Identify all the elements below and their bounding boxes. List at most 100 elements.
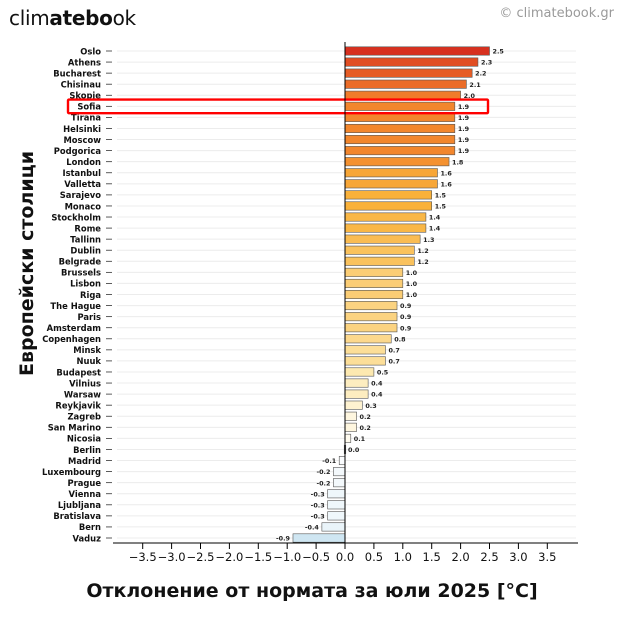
bar-skopje xyxy=(344,90,461,100)
category-label: Nuuk xyxy=(76,356,101,366)
x-tick-label: −1.5 xyxy=(244,550,272,564)
category-label: Moscow xyxy=(63,135,101,145)
bar-podgorica xyxy=(344,146,456,156)
value-label: 1.3 xyxy=(423,236,434,244)
category-label: Bucharest xyxy=(53,68,101,78)
category-label: Luxembourg xyxy=(42,467,101,477)
x-tick-label: 1.0 xyxy=(394,550,412,564)
y-axis-title-wrap: Европейски столици xyxy=(16,151,38,376)
highlight-box xyxy=(66,98,490,115)
labels-layer: Oslo 2.5 Athens 2.3 Bucharest 2.2 Chisinau 2.1 S… xyxy=(42,46,504,543)
x-tick-label: −3.0 xyxy=(158,550,186,564)
bar-belgrade xyxy=(344,256,415,266)
bar-valletta xyxy=(344,179,438,189)
y-axis-title: Европейски столици xyxy=(16,150,38,376)
bar-chisinau xyxy=(344,79,467,89)
category-label: Warsaw xyxy=(64,389,101,399)
bar-paris xyxy=(344,312,398,322)
category-label: Bern xyxy=(79,522,101,532)
value-label: 0.3 xyxy=(365,402,376,410)
bar-moscow xyxy=(344,135,456,145)
value-label: -0.9 xyxy=(276,535,291,543)
bar-amsterdam xyxy=(344,323,398,333)
bar-nicosia xyxy=(344,433,352,443)
bar-brussels xyxy=(344,267,404,277)
bar-tallinn xyxy=(344,234,421,244)
bar-vilnius xyxy=(344,378,369,388)
bar-bratislava xyxy=(327,511,346,521)
value-label: 1.9 xyxy=(458,147,470,155)
bar-stockholm xyxy=(344,212,427,222)
value-label: 0.2 xyxy=(360,424,371,432)
value-label: 1.0 xyxy=(406,280,418,288)
bar-riga xyxy=(344,289,404,299)
category-label: Tirana xyxy=(71,113,101,123)
x-tick-label: 0.5 xyxy=(365,550,383,564)
value-label: 1.5 xyxy=(435,191,446,199)
category-label: Sofia xyxy=(77,102,101,112)
bar-rome xyxy=(344,223,427,233)
value-label: -0.3 xyxy=(311,512,325,520)
x-tick-label: 3.0 xyxy=(509,550,527,564)
category-label: Amsterdam xyxy=(47,323,102,333)
value-label: 1.2 xyxy=(417,258,428,266)
value-label: 1.6 xyxy=(440,169,452,177)
bar-london xyxy=(344,157,450,167)
value-label: 1.9 xyxy=(458,114,470,122)
value-label: -0.2 xyxy=(316,479,330,487)
value-label: 0.2 xyxy=(360,413,371,421)
value-label: 1.9 xyxy=(458,136,470,144)
x-axis-title: Отклонение от нормата за юли 2025 [°C] xyxy=(86,580,538,602)
bar-bern xyxy=(321,522,346,532)
logo-tail-text: ok xyxy=(112,6,137,30)
x-tick-label: −2.5 xyxy=(187,550,215,564)
category-label: Helsinki xyxy=(63,124,101,134)
category-label: Minsk xyxy=(73,345,101,355)
value-label: 1.8 xyxy=(452,158,464,166)
category-label: Dublin xyxy=(70,246,101,256)
category-label: Stockholm xyxy=(51,212,101,222)
category-label: Podgorica xyxy=(54,146,101,156)
value-label: 1.4 xyxy=(429,225,441,233)
value-label: 2.5 xyxy=(493,48,504,56)
x-tick-label: 2.5 xyxy=(480,550,498,564)
copyright-text: © climatebook.gr xyxy=(499,6,614,21)
logo-regular-text: clim xyxy=(9,6,50,30)
x-tick-label: 2.0 xyxy=(451,550,469,564)
bar-copenhagen xyxy=(344,334,392,344)
value-label: 1.6 xyxy=(440,180,452,188)
bar-nuuk xyxy=(344,356,386,366)
bar-san-marino xyxy=(344,422,357,432)
bar-warsaw xyxy=(344,389,369,399)
x-tick-label: −3.5 xyxy=(129,550,157,564)
value-label: 0.9 xyxy=(400,324,412,332)
bar-sofia xyxy=(344,101,456,111)
category-label: Zagreb xyxy=(67,412,101,422)
value-label: 1.9 xyxy=(458,103,470,111)
category-label: San Marino xyxy=(48,423,102,433)
value-label: 2.1 xyxy=(469,81,480,89)
value-label: 1.5 xyxy=(435,203,446,211)
category-label: Reykjavik xyxy=(55,400,101,410)
value-label: 2.0 xyxy=(464,92,476,100)
bar-ljubljana xyxy=(327,500,346,510)
category-label: Istanbul xyxy=(62,168,101,178)
bar-tirana xyxy=(344,112,456,122)
value-label: -0.1 xyxy=(322,457,336,465)
category-label: Berlin xyxy=(73,445,101,455)
category-label: Lisbon xyxy=(70,279,101,289)
value-label: 1.4 xyxy=(429,214,441,222)
x-tick-label: −1.0 xyxy=(273,550,301,564)
x-tick-label: 3.5 xyxy=(538,550,556,564)
value-label: 0.7 xyxy=(388,358,399,366)
value-label: 1.2 xyxy=(417,247,428,255)
category-label: Brussels xyxy=(61,268,101,278)
value-label: -0.3 xyxy=(311,490,325,498)
category-label: Prague xyxy=(67,478,101,488)
value-label: 0.9 xyxy=(400,302,412,310)
bar-istanbul xyxy=(344,168,438,178)
category-label: Vaduz xyxy=(72,533,101,543)
value-label: 0.8 xyxy=(394,335,406,343)
value-label: -0.2 xyxy=(316,468,330,476)
